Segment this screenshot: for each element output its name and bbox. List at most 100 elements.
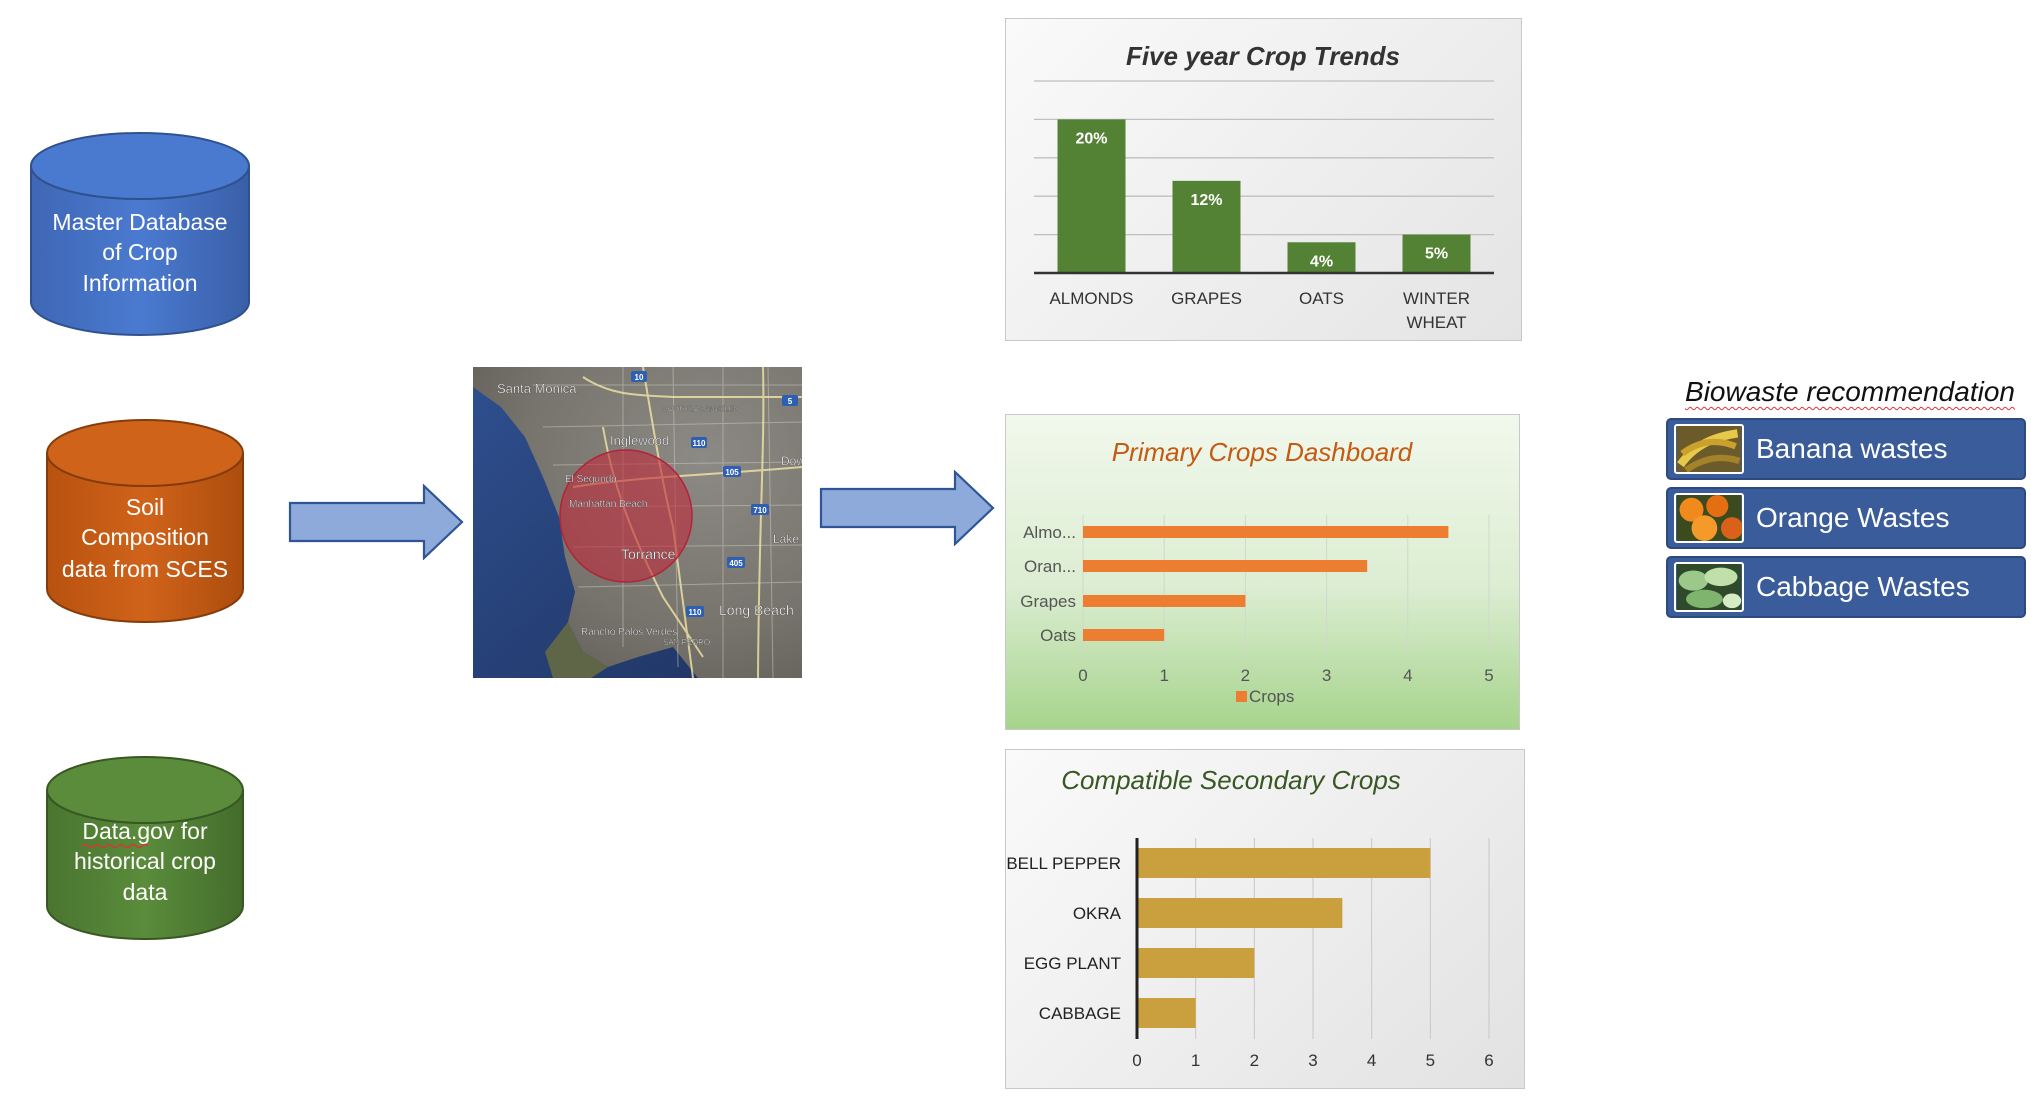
- secondary-category-label: OKRA: [1073, 904, 1122, 923]
- crop-trends-chart: Five year Crop Trends 20% ALMONDS 12% GRAPE…: [1034, 41, 1494, 332]
- secondary-x-tick-label: 3: [1308, 1051, 1317, 1070]
- map-label-downey: Dow: [781, 454, 802, 468]
- map-label-rancho-palos-verdes: Rancho Palos Verdes: [581, 627, 677, 638]
- secondary-category-label: EGG PLANT: [1024, 954, 1121, 973]
- data-gov-label-line-2: historical crop: [74, 848, 216, 874]
- biowaste-title: Biowaste recommendation: [1685, 376, 2015, 407]
- highway-shield-icon: 10: [631, 371, 647, 382]
- orange-waste-icon: [1674, 493, 1744, 543]
- trend-bar: [1172, 180, 1241, 273]
- svg-text:5: 5: [788, 397, 793, 406]
- primary-legend-swatch: [1236, 691, 1247, 702]
- source-databases: Master Database of Crop Information Soil…: [30, 132, 250, 940]
- biowaste-item-orange[interactable]: Orange Wastes: [1666, 487, 2026, 549]
- trend-bar-data-label: 12%: [1190, 192, 1222, 209]
- map-label-el-segundo: El Segundo: [565, 474, 617, 485]
- primary-crops-chart: Primary Crops Dashboard 0 1 2 3 4 5 Almo... Ora…: [1020, 437, 1493, 706]
- svg-text:105: 105: [725, 468, 739, 477]
- svg-text:10: 10: [635, 373, 644, 382]
- master-database-label-line-2: of Crop: [102, 239, 177, 265]
- highway-shield-icon: 5: [782, 395, 798, 406]
- data-gov-label-line-1: Data.gov for: [82, 818, 208, 844]
- primary-x-tick-label: 2: [1241, 666, 1250, 685]
- secondary-bar: [1137, 848, 1431, 878]
- primary-category-label: Almo...: [1023, 523, 1076, 542]
- biowaste-item-banana[interactable]: Banana wastes: [1666, 418, 2026, 480]
- master-database-label-line-3: Information: [82, 270, 197, 296]
- map-label-torrance: Torrance: [621, 546, 676, 562]
- svg-text:110: 110: [693, 439, 706, 448]
- primary-x-tick-label: 3: [1322, 666, 1331, 685]
- map-label-lakewood: Lake: [773, 532, 799, 546]
- primary-category-label: Grapes: [1020, 592, 1076, 611]
- trend-bar-data-label: 4%: [1310, 253, 1333, 270]
- primary-x-tick-label: 4: [1403, 666, 1412, 685]
- soil-composition-label-line-1: Soil: [126, 494, 164, 520]
- secondary-category-label: CABBAGE: [1039, 1004, 1121, 1023]
- primary-bar: [1083, 595, 1246, 607]
- secondary-x-tick-label: 5: [1426, 1051, 1435, 1070]
- biowaste-item-label: Cabbage Wastes: [1756, 571, 1970, 602]
- svg-text:405: 405: [729, 559, 743, 568]
- secondary-crops-panel: Compatible Secondary Crops 0 1 2 3 4 5 6 BELL P…: [1005, 749, 1525, 1089]
- highway-shield-icon: 405: [727, 557, 745, 568]
- trend-category-label: GRAPES: [1171, 289, 1242, 308]
- secondary-crops-title: Compatible Secondary Crops: [1061, 765, 1401, 795]
- highway-shield-icon: 105: [723, 466, 741, 477]
- map-label-inglewood: Inglewood: [610, 433, 669, 448]
- map-label-santa-monica: Santa Monica: [497, 381, 577, 396]
- trend-bar: [1287, 242, 1356, 273]
- crop-trends-panel: Five year Crop Trends 20% ALMONDS 12% GRAPE…: [1005, 18, 1522, 341]
- crop-trends-title: Five year Crop Trends: [1126, 41, 1400, 71]
- spellcheck-underline: [81, 843, 149, 849]
- svg-text:110: 110: [689, 608, 702, 617]
- satellite-map[interactable]: Santa Monica SOUTH LOS ANGELES Inglewood…: [473, 367, 802, 678]
- trend-bar: [1402, 234, 1471, 273]
- secondary-bar: [1137, 898, 1343, 928]
- secondary-bar: [1137, 998, 1196, 1028]
- area-of-interest-circle[interactable]: [559, 449, 693, 583]
- arrow-to-map: [288, 484, 464, 560]
- primary-legend-label: Crops: [1249, 687, 1294, 706]
- primary-crops-title: Primary Crops Dashboard: [1112, 437, 1414, 467]
- data-gov-cylinder: Data.gov for historical crop data: [46, 756, 244, 940]
- master-database-label-line-1: Master Database: [52, 209, 227, 235]
- trend-category-label: ALMONDS: [1049, 289, 1133, 308]
- map-label-manhattan-beach: Manhattan Beach: [569, 499, 647, 510]
- primary-category-label: Oats: [1040, 626, 1076, 645]
- primary-crops-panel: Primary Crops Dashboard 0 1 2 3 4 5 Almo... Ora…: [1005, 414, 1520, 730]
- highway-shield-icon: 110: [686, 606, 704, 617]
- secondary-x-tick-label: 0: [1132, 1051, 1141, 1070]
- secondary-crops-chart: Compatible Secondary Crops 0 1 2 3 4 5 6 BELL P…: [1006, 765, 1493, 1070]
- soil-composition-label-line-3: data from SCES: [62, 556, 228, 582]
- secondary-x-tick-label: 1: [1191, 1051, 1200, 1070]
- secondary-x-tick-label: 6: [1484, 1051, 1493, 1070]
- soil-composition-cylinder: Soil Composition data from SCES: [46, 419, 244, 623]
- biowaste-item-label: Orange Wastes: [1756, 502, 1950, 533]
- trend-category-label: WINTER WHEAT: [1403, 289, 1470, 332]
- primary-x-tick-label: 5: [1484, 666, 1493, 685]
- banana-waste-icon: [1674, 424, 1744, 474]
- arrow-to-dashboards: [819, 470, 995, 546]
- trend-bar-data-label: 5%: [1425, 246, 1448, 263]
- trend-category-label: OATS: [1299, 289, 1344, 308]
- secondary-category-label: BELL PEPPER: [1006, 854, 1121, 873]
- master-database-cylinder: Master Database of Crop Information: [30, 132, 250, 336]
- primary-bar: [1083, 526, 1449, 538]
- highway-shield-icon: 710: [751, 504, 769, 515]
- cabbage-waste-icon: [1674, 562, 1744, 612]
- primary-bar: [1083, 560, 1368, 572]
- secondary-x-tick-label: 4: [1367, 1051, 1376, 1070]
- primary-bar: [1083, 629, 1165, 641]
- secondary-x-tick-label: 2: [1250, 1051, 1259, 1070]
- map-label-south-la: SOUTH LOS ANGELES: [663, 406, 738, 413]
- biowaste-item-label: Banana wastes: [1756, 433, 1948, 464]
- biowaste-item-cabbage[interactable]: Cabbage Wastes: [1666, 556, 2026, 618]
- trend-bar: [1057, 119, 1126, 274]
- svg-text:710: 710: [753, 506, 767, 515]
- map-label-san-pedro: SAN PEDRO: [663, 638, 710, 647]
- trend-bar-data-label: 20%: [1075, 130, 1107, 147]
- secondary-bar: [1137, 948, 1255, 978]
- primary-x-tick-label: 0: [1078, 666, 1087, 685]
- soil-composition-label-line-2: Composition: [81, 524, 209, 550]
